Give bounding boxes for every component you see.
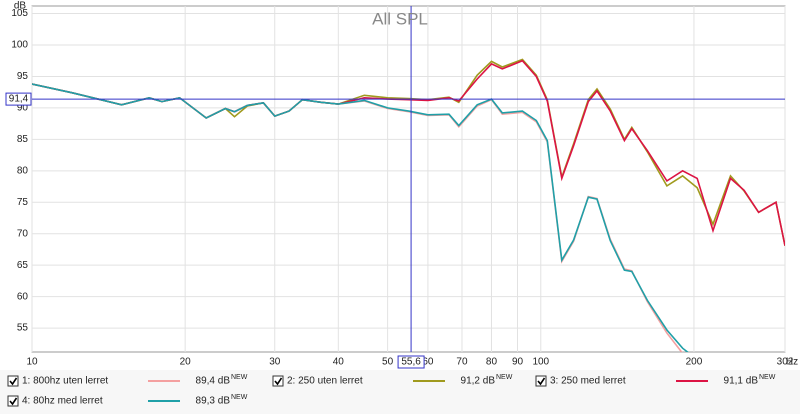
x-tick-label: 80 <box>486 357 498 368</box>
legend-checkbox[interactable] <box>272 375 284 387</box>
x-tick-label: 40 <box>333 357 345 368</box>
legend-name: 2: 250 uten lerret <box>287 376 363 387</box>
legend-checkmark[interactable] <box>9 377 18 386</box>
cursor-y-box <box>5 92 32 106</box>
x-tick-label: 60 <box>422 357 434 368</box>
y-tick-label: 80 <box>17 165 29 176</box>
y-axis-label: dB <box>14 1 27 12</box>
series-line <box>32 58 785 246</box>
legend-new-badge: NEW <box>759 374 776 381</box>
legend-level: 89,4 dB <box>196 376 231 387</box>
legend-name: 3: 250 med lerret <box>550 376 626 387</box>
legend-level: 91,2 dB <box>461 376 496 387</box>
cursor-x-label: 55,6 <box>401 357 421 368</box>
y-tick-label: 70 <box>17 228 29 239</box>
x-tick-label: 90 <box>512 357 524 368</box>
x-tick-label: 100 <box>532 357 549 368</box>
x-axis-label: Hz <box>786 357 798 368</box>
y-tick-label: 105 <box>11 8 28 19</box>
x-tick-label: 200 <box>686 357 703 368</box>
x-tick-label: 10 <box>26 357 38 368</box>
y-tick-label: 65 <box>17 260 29 271</box>
legend-checkmark[interactable] <box>537 377 546 386</box>
cursor-x-box <box>397 355 425 369</box>
series-line <box>32 83 689 352</box>
legend-checkbox[interactable] <box>7 395 19 407</box>
legend-new-badge: NEW <box>231 394 248 401</box>
legend-checkbox[interactable] <box>7 375 19 387</box>
chart-title: All SPL <box>372 9 428 28</box>
legend-checkmark[interactable] <box>274 377 283 386</box>
plot-area <box>31 5 786 353</box>
y-tick-label: 55 <box>17 323 29 334</box>
legend-level: 91,1 dB <box>724 376 759 387</box>
x-tick-label: 20 <box>180 357 192 368</box>
x-tick-label: 302 <box>777 357 794 368</box>
x-tick-label: 70 <box>456 357 468 368</box>
y-tick-label: 85 <box>17 134 29 145</box>
legend-checkbox[interactable] <box>535 375 547 387</box>
cursor-y-label: 91,4 <box>9 94 29 105</box>
x-tick-label: 50 <box>382 357 394 368</box>
legend-name: 1: 800hz uten lerret <box>22 376 108 387</box>
y-tick-label: 75 <box>17 197 29 208</box>
y-tick-label: 95 <box>17 71 29 82</box>
x-tick-label: 30 <box>269 357 281 368</box>
legend-checkmark[interactable] <box>9 397 18 406</box>
legend-area <box>0 370 800 414</box>
y-tick-label: 60 <box>17 291 29 302</box>
y-tick-label: 100 <box>11 40 28 51</box>
legend-new-badge: NEW <box>496 374 513 381</box>
y-tick-label: 90 <box>17 103 29 114</box>
legend-name: 4: 80hz med lerret <box>22 396 103 407</box>
legend-new-badge: NEW <box>231 374 248 381</box>
legend-level: 89,3 dB <box>196 396 231 407</box>
